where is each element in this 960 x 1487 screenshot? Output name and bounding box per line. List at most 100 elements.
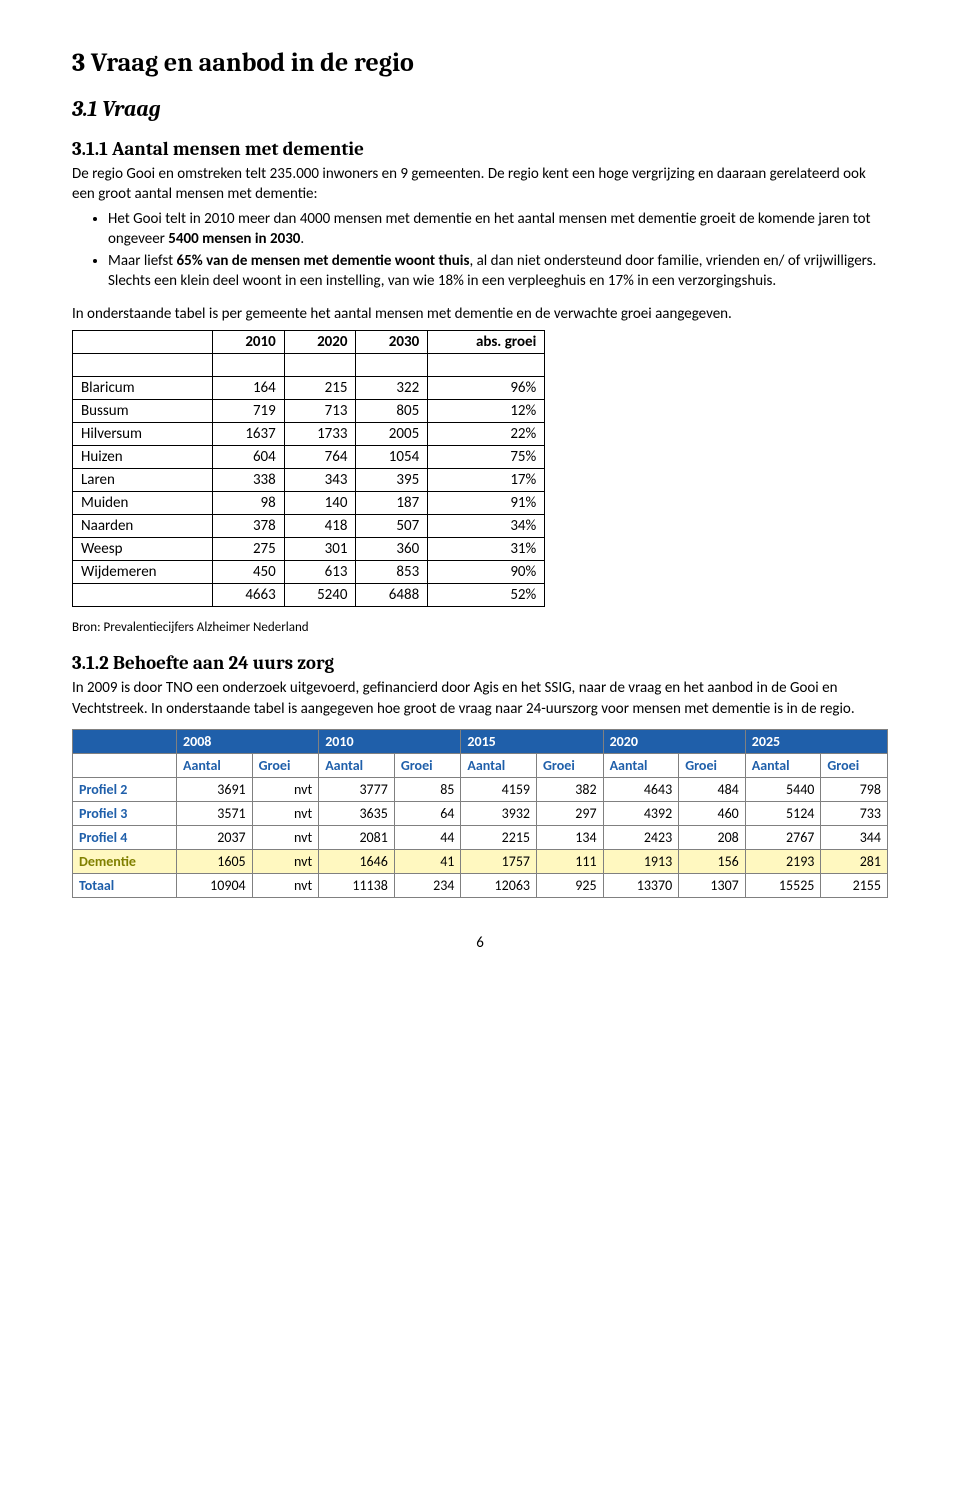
table-cell: 5440	[745, 777, 821, 801]
table-row: Profiel 23691nvt377785415938246434845440…	[73, 777, 888, 801]
table-cell: Muiden	[73, 491, 213, 514]
bullet-list: Het Gooi telt in 2010 meer dan 4000 mens…	[72, 209, 888, 292]
table1-h0	[73, 330, 213, 353]
table-cell: Hilversum	[73, 422, 213, 445]
table-cell: 111	[537, 849, 604, 873]
table-cell: 418	[284, 514, 356, 537]
table-row: Profiel 42037nvt208144221513424232082767…	[73, 825, 888, 849]
table-cell: 378	[213, 514, 285, 537]
table-cell: 275	[213, 537, 285, 560]
table-cell: Naarden	[73, 514, 213, 537]
table-cell: nvt	[252, 801, 319, 825]
table-cell: 719	[213, 399, 285, 422]
source-line-1: Bron: Prevalentiecijfers Alzheimer Neder…	[72, 619, 888, 637]
table-cell: 604	[213, 445, 285, 468]
table-cell: 215	[284, 376, 356, 399]
table-cell: 2767	[745, 825, 821, 849]
table-tno-24uurszorg: 2008 2010 2015 2020 2025 Aantal Groei Aa…	[72, 729, 888, 898]
table-cell: 164	[213, 376, 285, 399]
bullet-2-pre: Maar liefst	[108, 252, 177, 270]
table1-spacer	[73, 353, 545, 376]
t2-s9: Aantal	[745, 753, 821, 777]
table-cell: 613	[284, 560, 356, 583]
table-cell: 1733	[284, 422, 356, 445]
t2-y2: 2010	[319, 729, 461, 753]
table-cell: 1757	[461, 849, 537, 873]
table-cell: 925	[537, 873, 604, 897]
table-cell: 140	[284, 491, 356, 514]
table-cell: 5240	[284, 583, 356, 606]
t2-s5: Aantal	[461, 753, 537, 777]
table-row: Muiden9814018791%	[73, 491, 545, 514]
table-cell: 484	[679, 777, 746, 801]
table-cell: 15525	[745, 873, 821, 897]
bullet-item-2: Maar liefst 65% van de mensen met dement…	[108, 251, 888, 292]
table-cell: 2215	[461, 825, 537, 849]
table-cell: 90%	[428, 560, 545, 583]
table-cell: 3635	[319, 801, 395, 825]
table1-h2: 2020	[284, 330, 356, 353]
paragraph-tno: In 2009 is door TNO een onderzoek uitgev…	[72, 678, 888, 719]
table1-h3: 2030	[356, 330, 428, 353]
table-row: Laren33834339517%	[73, 468, 545, 491]
table-cell: 11138	[319, 873, 395, 897]
table-cell: 805	[356, 399, 428, 422]
table-cell: 853	[356, 560, 428, 583]
t2-y3: 2015	[461, 729, 603, 753]
table-cell: 507	[356, 514, 428, 537]
table-cell: 156	[679, 849, 746, 873]
table-cell: 22%	[428, 422, 545, 445]
table-cell: 322	[356, 376, 428, 399]
table-row: Profiel 33571nvt363564393229743924605124…	[73, 801, 888, 825]
table-cell: 395	[356, 468, 428, 491]
table-row: Naarden37841850734%	[73, 514, 545, 537]
table-dementie-per-gemeente: 2010 2020 2030 abs. groei Blaricum164215…	[72, 330, 545, 607]
table-cell: Blaricum	[73, 376, 213, 399]
table-cell: 64	[394, 801, 461, 825]
table-cell: 2423	[603, 825, 679, 849]
table-cell: 1646	[319, 849, 395, 873]
bullet-item-1: Het Gooi telt in 2010 meer dan 4000 mens…	[108, 209, 888, 250]
t2-s3: Aantal	[319, 753, 395, 777]
t2-s7: Aantal	[603, 753, 679, 777]
table-cell: 3571	[177, 801, 253, 825]
table-cell: 4643	[603, 777, 679, 801]
table-cell: 17%	[428, 468, 545, 491]
table-cell: Profiel 3	[73, 801, 177, 825]
paragraph-table-intro: In onderstaande tabel is per gemeente he…	[72, 304, 888, 324]
table-cell: 41	[394, 849, 461, 873]
subsubsection-heading-3-1-1: 3.1.1 Aantal mensen met dementie	[72, 138, 888, 160]
table-cell: 234	[394, 873, 461, 897]
table-cell: 4663	[213, 583, 285, 606]
table-cell: Laren	[73, 468, 213, 491]
page-number: 6	[72, 934, 888, 952]
table-cell: nvt	[252, 849, 319, 873]
table-cell: 98	[213, 491, 285, 514]
t2-s6: Groei	[537, 753, 604, 777]
table-cell: 208	[679, 825, 746, 849]
table-cell: 12%	[428, 399, 545, 422]
table-row: Hilversum16371733200522%	[73, 422, 545, 445]
table-row: Dementie1605nvt1646411757111191315621932…	[73, 849, 888, 873]
table-cell: 52%	[428, 583, 545, 606]
table-row: Weesp27530136031%	[73, 537, 545, 560]
table2-sub-row: Aantal Groei Aantal Groei Aantal Groei A…	[73, 753, 888, 777]
table-row: Totaal10904nvt11138234120639251337013071…	[73, 873, 888, 897]
table-cell: Profiel 2	[73, 777, 177, 801]
table-cell: Wijdemeren	[73, 560, 213, 583]
table-cell: 187	[356, 491, 428, 514]
table-cell: 134	[537, 825, 604, 849]
table-cell: 343	[284, 468, 356, 491]
table-cell: 733	[821, 801, 888, 825]
table-cell: 1913	[603, 849, 679, 873]
bullet-1-post: .	[300, 230, 304, 248]
table-cell: nvt	[252, 777, 319, 801]
table-cell: 344	[821, 825, 888, 849]
table-cell: 3691	[177, 777, 253, 801]
bullet-1-bold: 5400 mensen in 2030	[168, 230, 300, 248]
subsubsection-heading-3-1-2: 3.1.2 Behoefte aan 24 uurs zorg	[72, 652, 888, 674]
table-cell: Totaal	[73, 873, 177, 897]
table-cell: nvt	[252, 825, 319, 849]
table-cell: nvt	[252, 873, 319, 897]
table-cell: Profiel 4	[73, 825, 177, 849]
